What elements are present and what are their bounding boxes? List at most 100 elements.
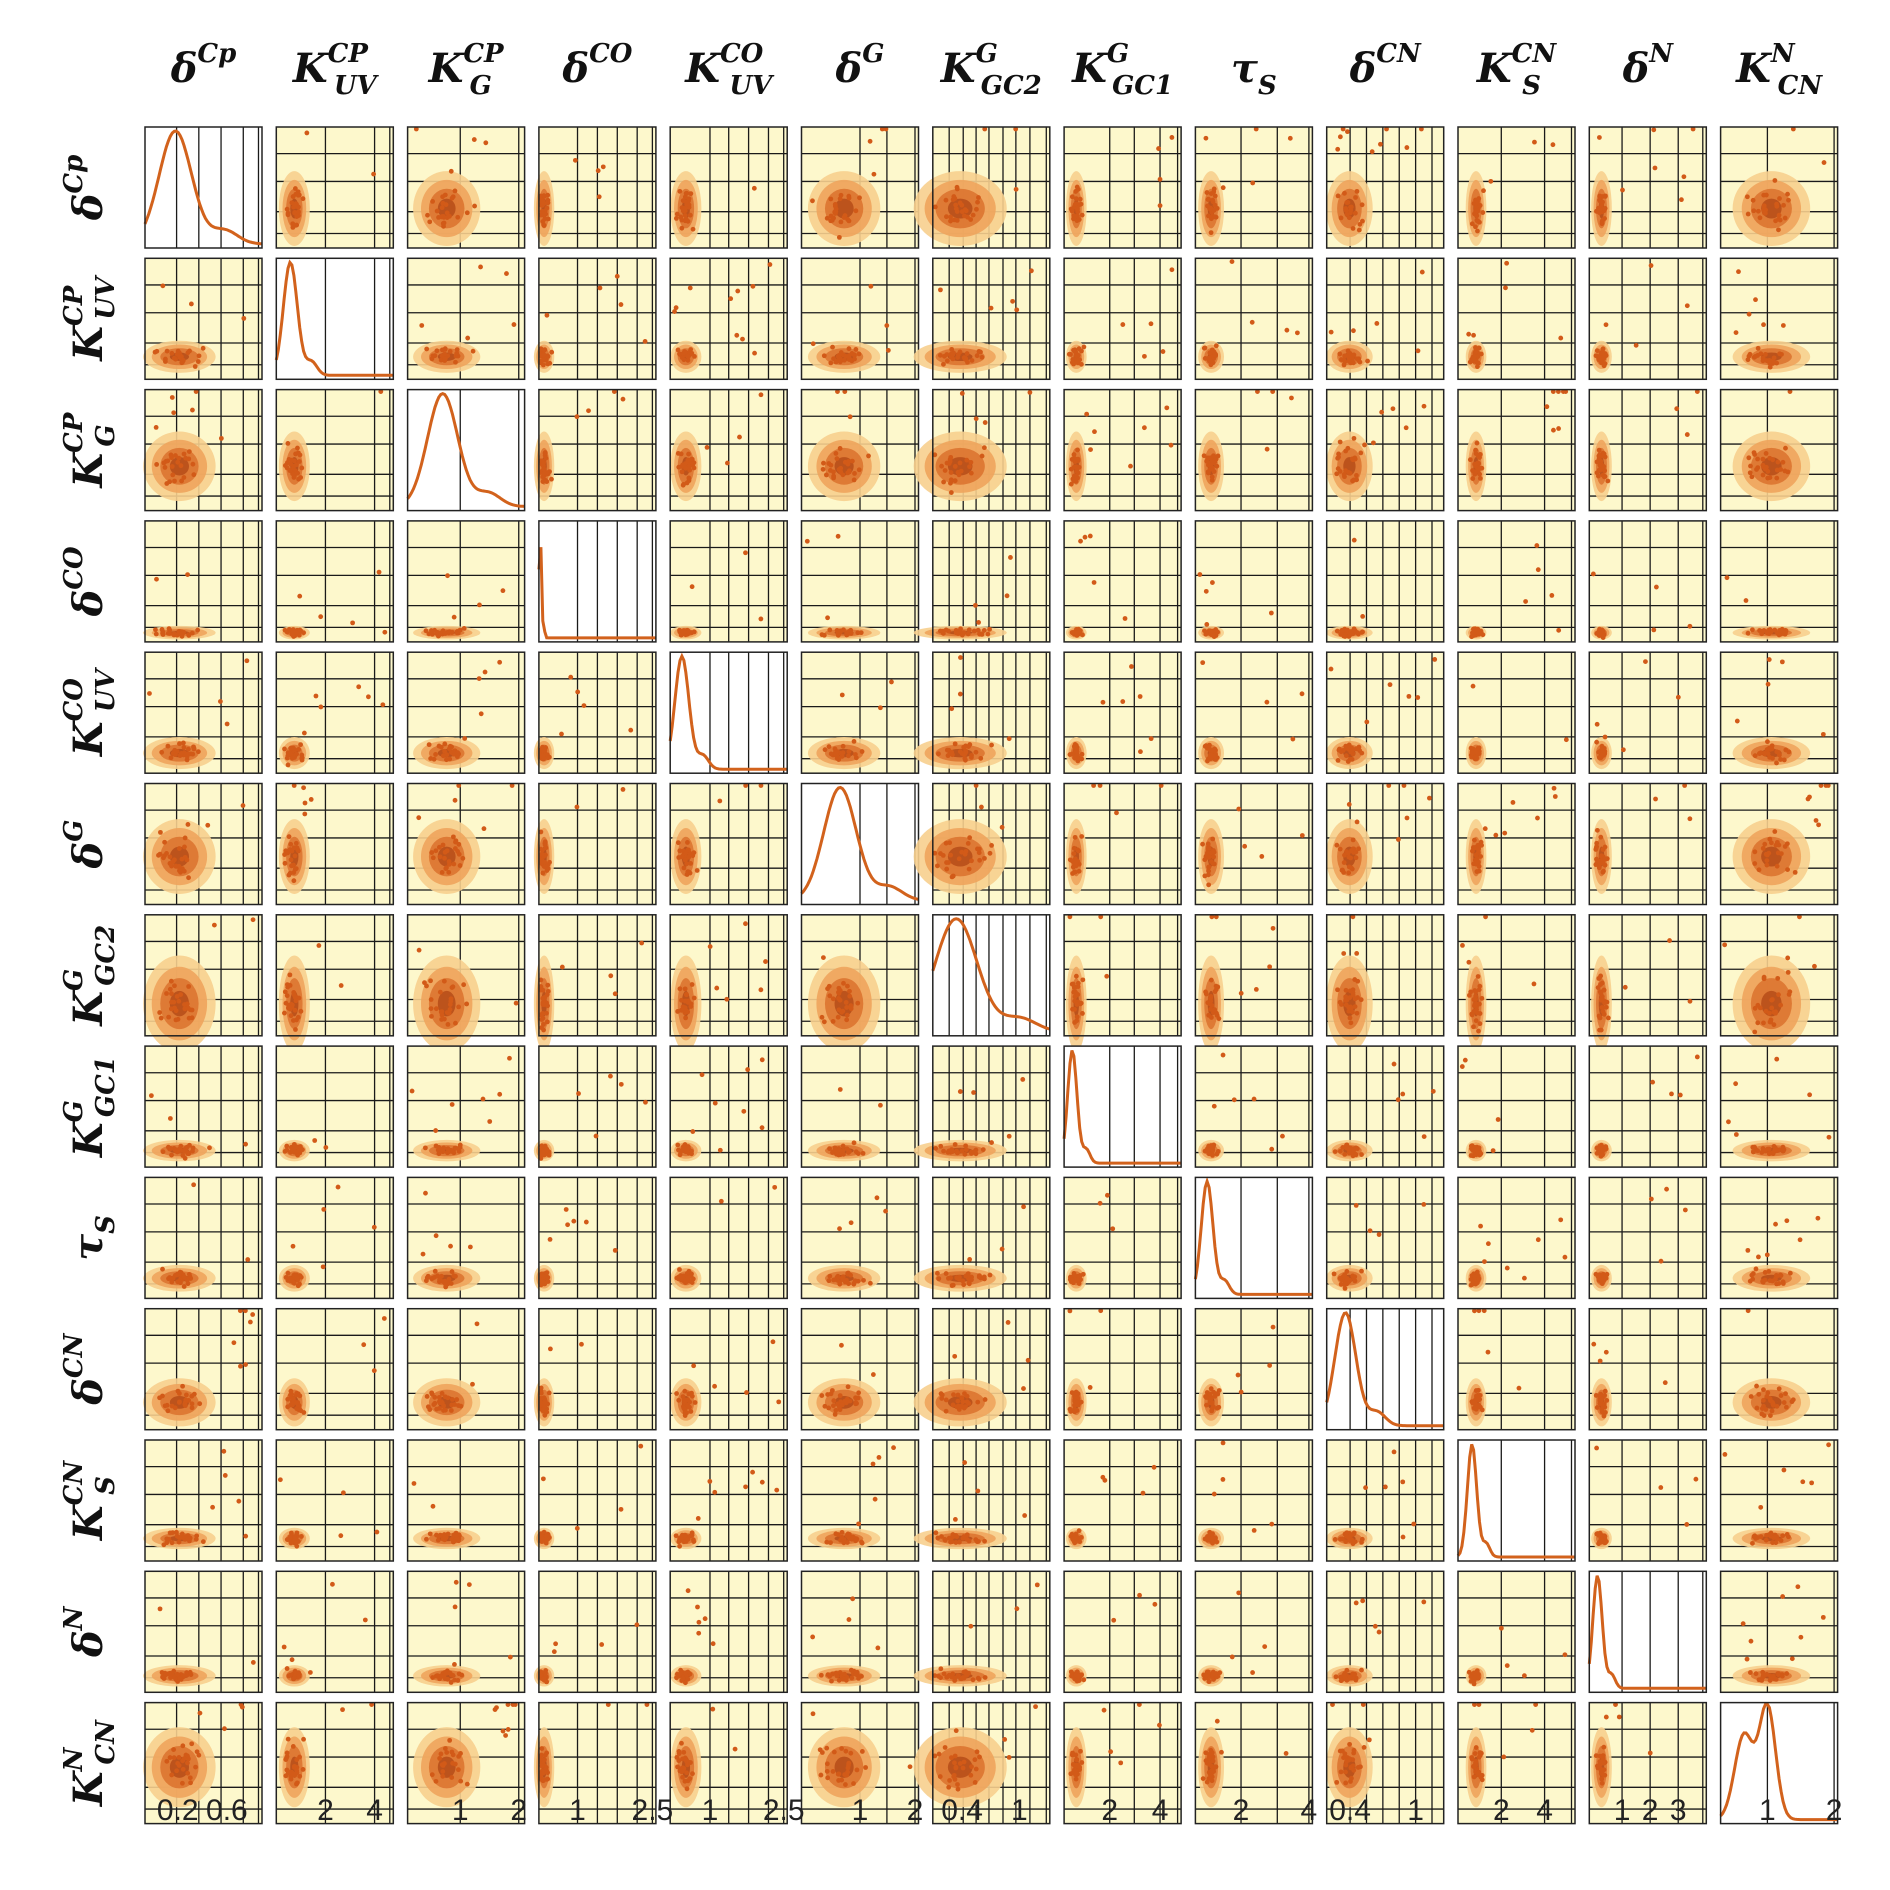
scatter-point: [1472, 471, 1478, 477]
scatter-point: [1158, 783, 1164, 788]
scatter-point: [1362, 442, 1367, 448]
scatter-point: [335, 1184, 341, 1190]
panel-0-1: [275, 126, 395, 249]
scatter-point: [851, 477, 857, 483]
scatter-point: [195, 627, 201, 633]
scatter-point: [979, 453, 985, 459]
scatter-point: [177, 1399, 182, 1405]
scatter-point: [290, 745, 296, 751]
scatter-point: [453, 1273, 458, 1279]
scatter-point: [856, 467, 862, 473]
scatter-point: [1598, 1027, 1604, 1033]
panel-5-0: [143, 782, 263, 906]
scatter-point: [1774, 863, 1780, 869]
scatter-point: [728, 296, 734, 302]
scatter-point: [1776, 216, 1782, 222]
scatter-point: [1677, 1092, 1683, 1098]
scatter-point: [538, 212, 544, 218]
panel-8-9: [1325, 1176, 1445, 1300]
scatter-point: [1772, 627, 1778, 633]
scatter-point: [933, 1145, 939, 1151]
scatter-point: [572, 157, 578, 163]
scatter-point: [1120, 322, 1126, 327]
scatter-point: [1345, 445, 1351, 451]
scatter-point: [1203, 135, 1209, 141]
scatter-point: [1074, 468, 1079, 474]
scatter-point: [828, 360, 834, 366]
scatter-point: [441, 223, 446, 229]
scatter-point: [835, 1273, 841, 1279]
panel-0-9: [1325, 126, 1445, 249]
scatter-point: [171, 410, 177, 416]
scatter-point: [1356, 846, 1361, 852]
scatter-point: [423, 1190, 428, 1196]
scatter-point: [1595, 985, 1601, 991]
scatter-point: [1466, 331, 1472, 337]
scatter-point: [1750, 1271, 1756, 1276]
scatter-point: [639, 940, 645, 946]
panel-frame: [1457, 388, 1576, 512]
scatter-point: [543, 845, 549, 851]
scatter-point: [1475, 626, 1481, 632]
scatter-point: [164, 481, 170, 486]
scatter-point: [449, 1269, 455, 1275]
panel-7-8: [1194, 1045, 1314, 1168]
scatter-point: [837, 196, 843, 202]
scatter-point: [172, 983, 177, 989]
scatter-point: [846, 468, 852, 474]
scatter-point: [837, 356, 843, 362]
scatter-point: [608, 973, 614, 979]
scatter-point: [1074, 184, 1080, 190]
panel-8-5: [800, 1176, 920, 1300]
scatter-point: [547, 1236, 553, 1242]
scatter-point: [1602, 1000, 1607, 1006]
panel-frame: [669, 520, 788, 643]
scatter-point: [320, 1264, 326, 1270]
scatter-point: [596, 194, 602, 200]
panel-6-5: [800, 914, 920, 1052]
scatter-point: [169, 1152, 174, 1158]
scatter-point: [217, 699, 223, 704]
scatter-point: [563, 1207, 569, 1212]
scatter-point: [1477, 1011, 1483, 1016]
scatter-point: [1474, 440, 1480, 446]
column-label-2: KCP G: [428, 39, 505, 101]
scatter-point: [867, 138, 873, 144]
scatter-point: [1142, 353, 1147, 359]
scatter-point: [457, 863, 463, 868]
scatter-point: [179, 856, 185, 862]
scatter-point: [541, 222, 547, 228]
scatter-point: [947, 459, 953, 464]
panel-frame: [669, 914, 788, 1037]
scatter-point: [1601, 451, 1607, 457]
scatter-point: [547, 360, 553, 366]
scatter-point: [943, 197, 949, 203]
scatter-point: [298, 1274, 304, 1280]
scatter-point: [169, 1279, 175, 1285]
scatter-point: [1758, 750, 1764, 756]
scatter-point: [181, 475, 187, 480]
scatter-point: [682, 998, 688, 1004]
scatter-point: [1821, 160, 1827, 165]
scatter-point: [207, 1145, 212, 1151]
scatter-point: [175, 459, 181, 465]
scatter-point: [1350, 914, 1356, 920]
scatter-point: [1535, 815, 1540, 821]
scatter-point: [545, 200, 551, 206]
scatter-point: [173, 453, 178, 458]
scatter-point: [1469, 1147, 1475, 1153]
panel-1-8: [1194, 257, 1314, 381]
scatter-point: [1766, 657, 1772, 662]
scatter-point: [283, 1275, 289, 1280]
panel-6-6: [931, 914, 1051, 1037]
scatter-point: [982, 1276, 987, 1282]
scatter-point: [162, 839, 168, 845]
scatter-point: [478, 264, 483, 270]
scatter-point: [1334, 628, 1340, 634]
scatter-point: [186, 984, 192, 989]
scatter-point: [295, 631, 301, 637]
density-curve: [668, 652, 788, 771]
scatter-point: [288, 1013, 294, 1019]
scatter-point: [1014, 307, 1020, 313]
scatter-point: [1138, 749, 1143, 755]
